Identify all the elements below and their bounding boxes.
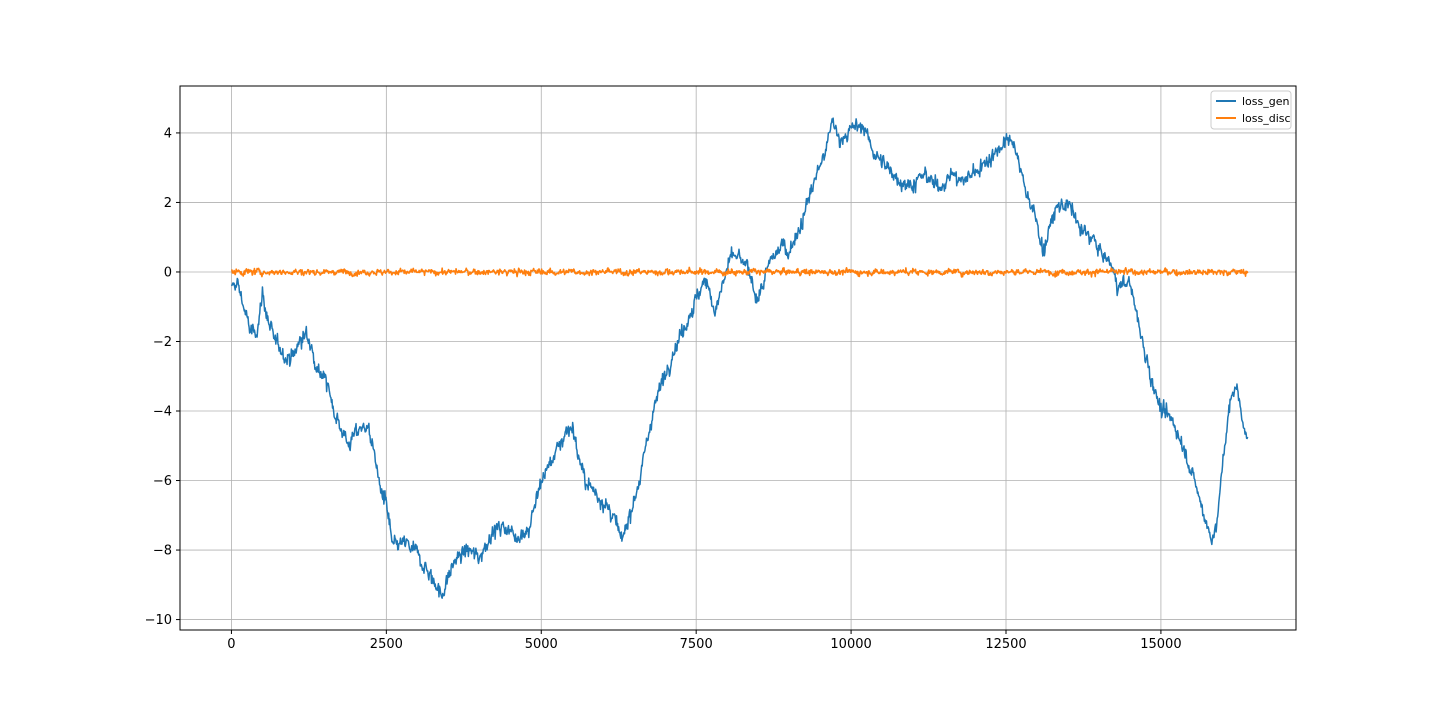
y-tick-label: −2 xyxy=(153,335,172,350)
x-tick-label: 10000 xyxy=(830,637,871,652)
x-tick-label: 12500 xyxy=(985,637,1026,652)
x-tick-label: 15000 xyxy=(1140,637,1181,652)
plot-frame xyxy=(179,85,1297,631)
y-tick-label: 4 xyxy=(164,126,172,141)
x-axis-ticks: 0 2500 5000 7500 10000 12500 15000 xyxy=(227,630,1182,652)
y-tick-label: −10 xyxy=(145,613,172,628)
x-tick-label: 0 xyxy=(227,637,235,652)
legend: loss_gen loss_disc xyxy=(1210,90,1292,130)
y-tick-label: 2 xyxy=(164,196,172,211)
y-axis-ticks: −10 −8 −6 −4 −2 0 2 4 xyxy=(145,126,180,628)
series-line-loss-gen xyxy=(230,117,1249,599)
legend-label-loss-disc: loss_disc xyxy=(1242,112,1291,125)
y-tick-label: −6 xyxy=(153,474,172,489)
x-tick-label: 7500 xyxy=(680,637,713,652)
series-line-loss-disc xyxy=(230,266,1249,278)
x-tick-label: 2500 xyxy=(370,637,403,652)
y-tick-label: −8 xyxy=(153,544,172,559)
legend-label-loss-gen: loss_gen xyxy=(1242,95,1289,108)
y-tick-label: 0 xyxy=(164,265,172,280)
series-layer xyxy=(230,117,1249,599)
x-tick-label: 5000 xyxy=(525,637,558,652)
y-gridlines xyxy=(180,132,1296,620)
y-tick-label: −4 xyxy=(153,405,172,420)
x-gridlines xyxy=(231,86,1162,630)
